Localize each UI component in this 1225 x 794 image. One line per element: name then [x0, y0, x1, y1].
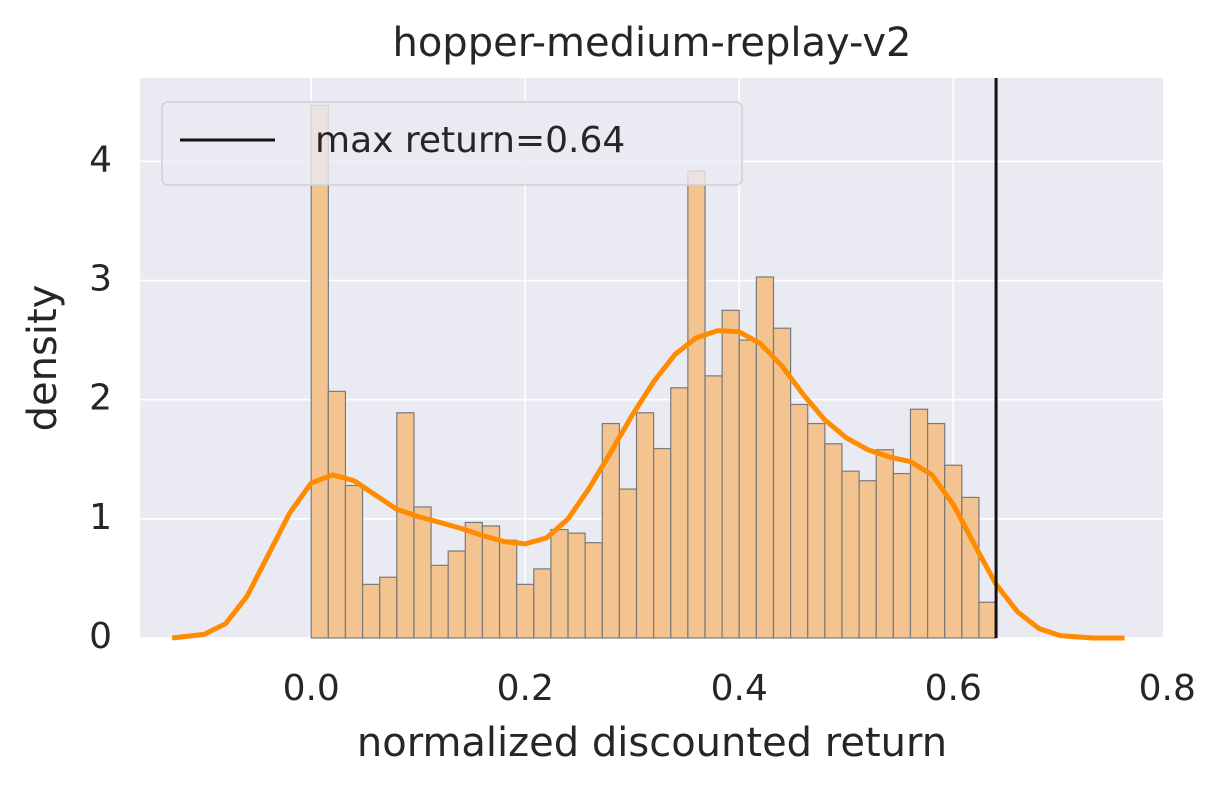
bar	[807, 422, 826, 639]
bar	[413, 506, 432, 639]
bar	[738, 339, 757, 639]
bar	[516, 583, 535, 639]
y-tick-label: 2	[89, 378, 112, 419]
chart-title: hopper-medium-replay-v2	[392, 20, 911, 66]
bar	[550, 528, 569, 639]
legend-box	[161, 101, 743, 186]
bar	[978, 601, 997, 639]
bar	[567, 532, 586, 639]
x-tick-label: 0.6	[925, 668, 982, 709]
bar	[361, 583, 381, 639]
bar	[447, 550, 466, 639]
legend-label: max return=0.64	[315, 120, 625, 161]
bar	[584, 542, 603, 639]
bar	[430, 564, 449, 639]
bar	[790, 403, 809, 639]
bar	[909, 408, 929, 639]
bar	[858, 480, 877, 639]
bar	[687, 170, 706, 639]
x-tick-label: 0.0	[283, 668, 340, 709]
bar	[961, 496, 980, 639]
y-tick-label: 0	[89, 616, 112, 657]
y-tick-label: 1	[89, 497, 112, 538]
bar	[926, 422, 946, 639]
bar	[704, 375, 723, 639]
bar	[533, 568, 552, 639]
y-tick-label: 4	[89, 139, 112, 180]
bar	[379, 576, 398, 639]
bar	[875, 449, 894, 639]
bar	[635, 412, 655, 639]
bar	[481, 525, 501, 639]
kde-line	[171, 328, 1125, 641]
bar	[892, 472, 912, 639]
y-tick-label: 3	[89, 259, 112, 300]
bar	[755, 276, 775, 639]
bar	[824, 443, 843, 639]
bar	[464, 521, 484, 639]
bar	[670, 387, 689, 639]
bar	[498, 539, 518, 639]
x-axis-label: normalized discounted return	[357, 720, 947, 766]
x-tick-label: 0.8	[1139, 668, 1196, 709]
bar	[327, 390, 347, 639]
bar	[653, 447, 672, 639]
bar	[344, 484, 364, 639]
x-tick-label: 0.2	[497, 668, 554, 709]
bar	[721, 309, 740, 639]
bar	[944, 464, 963, 639]
bar	[396, 412, 415, 639]
bar	[841, 470, 860, 639]
x-tick-label: 0.4	[711, 668, 768, 709]
bar	[618, 488, 638, 639]
y-axis-label: density	[20, 285, 66, 432]
